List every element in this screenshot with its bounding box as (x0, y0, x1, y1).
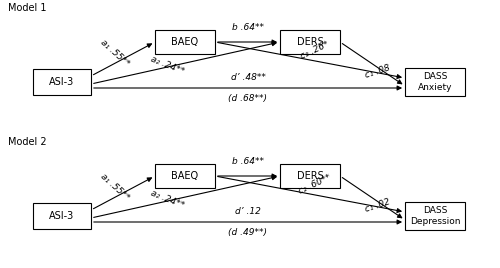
FancyBboxPatch shape (280, 30, 340, 54)
Text: c₂ .60**: c₂ .60** (298, 173, 332, 195)
FancyBboxPatch shape (405, 202, 465, 230)
Text: DERS: DERS (296, 37, 324, 47)
Text: (d .49**): (d .49**) (228, 228, 268, 236)
FancyBboxPatch shape (155, 164, 215, 188)
Text: b .64**: b .64** (232, 158, 264, 166)
Text: a₁ .55**: a₁ .55** (99, 172, 131, 202)
Text: BAEQ: BAEQ (172, 171, 198, 181)
FancyBboxPatch shape (33, 69, 91, 95)
Text: DASS
Depression: DASS Depression (410, 206, 460, 226)
Text: c₁ .02: c₁ .02 (364, 198, 391, 214)
Text: ASI-3: ASI-3 (50, 211, 74, 221)
Text: DASS
Anxiety: DASS Anxiety (418, 72, 452, 92)
FancyBboxPatch shape (155, 30, 215, 54)
Text: d’ .48**: d’ .48** (230, 73, 266, 83)
Text: Model 2: Model 2 (8, 137, 46, 147)
Text: BAEQ: BAEQ (172, 37, 198, 47)
Text: ASI-3: ASI-3 (50, 77, 74, 87)
Text: (d .68**): (d .68**) (228, 94, 268, 102)
FancyBboxPatch shape (280, 164, 340, 188)
Text: b .64**: b .64** (232, 24, 264, 32)
Text: d’ .12: d’ .12 (235, 207, 261, 217)
Text: a₂ .24**: a₂ .24** (150, 54, 186, 76)
Text: a₂ .24**: a₂ .24** (150, 188, 186, 210)
Text: Model 1: Model 1 (8, 3, 46, 13)
FancyBboxPatch shape (405, 68, 465, 96)
Text: c₂ .26*: c₂ .26* (300, 39, 330, 61)
Text: c₁ .08: c₁ .08 (364, 64, 391, 80)
FancyBboxPatch shape (33, 203, 91, 229)
Text: DERS: DERS (296, 171, 324, 181)
Text: a₁ .55**: a₁ .55** (99, 38, 131, 68)
